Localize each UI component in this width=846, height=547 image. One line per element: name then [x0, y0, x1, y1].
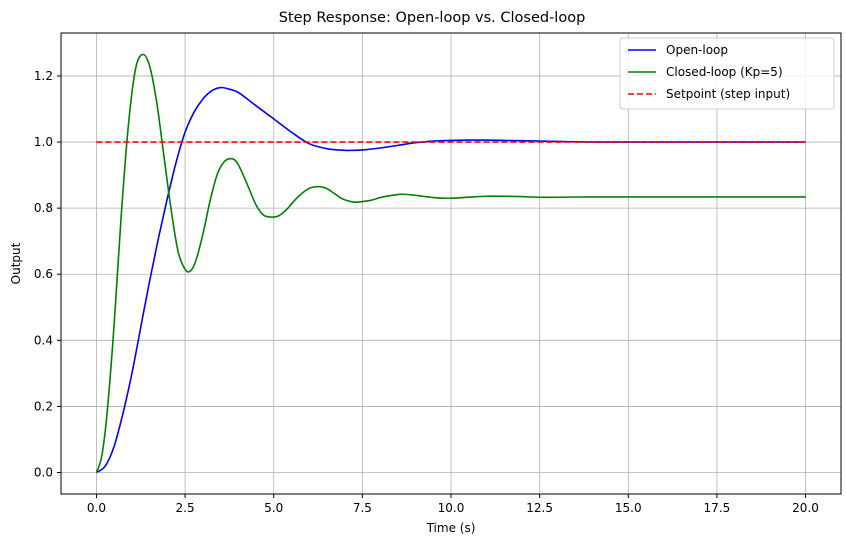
- x-tick-label: 15.0: [615, 501, 642, 515]
- y-tick-label: 1.2: [34, 69, 53, 83]
- legend-label-setpoint: Setpoint (step input): [666, 87, 790, 101]
- y-tick-label: 0.8: [34, 201, 53, 215]
- legend-box: [619, 37, 835, 110]
- x-tick-label: 0.0: [87, 501, 106, 515]
- x-tick-label: 2.5: [176, 501, 195, 515]
- plot-series: [95, 53, 806, 474]
- x-tick-label: 17.5: [704, 501, 731, 515]
- y-tick-label: 1.0: [34, 135, 53, 149]
- closed-loop-line: [95, 53, 806, 473]
- y-tick-label: 0.2: [34, 399, 53, 413]
- x-tick-label: 20.0: [792, 501, 819, 515]
- legend: Open-loop Closed-loop (Kp=5) Setpoint (ste…: [619, 37, 835, 110]
- x-axis-label: Time (s): [426, 521, 476, 535]
- x-tick-label: 10.0: [438, 501, 465, 515]
- x-tick-label: 12.5: [526, 501, 553, 515]
- y-tick-label: 0.0: [34, 466, 53, 480]
- axis-ticks: 0.0 2.5 5.0 7.5 10.0 12.5 15.0 17.5 20.0 0.0 0.2 0.…: [34, 69, 819, 515]
- grid: [61, 33, 841, 494]
- legend-label-open-loop: Open-loop: [666, 43, 728, 57]
- y-tick-label: 0.6: [34, 267, 53, 281]
- x-tick-label: 7.5: [353, 501, 372, 515]
- chart-title: Step Response: Open-loop vs. Closed-loop: [279, 10, 586, 26]
- y-axis-label: Output: [9, 242, 23, 284]
- legend-label-closed-loop: Closed-loop (Kp=5): [666, 65, 783, 79]
- x-tick-label: 5.0: [264, 501, 283, 515]
- y-tick-label: 0.4: [34, 333, 53, 347]
